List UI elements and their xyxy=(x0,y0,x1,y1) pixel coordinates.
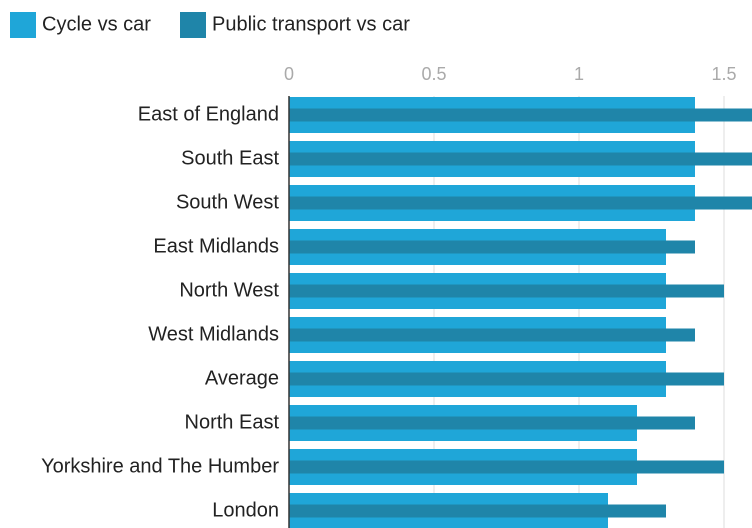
category-label: Average xyxy=(205,367,279,389)
category-label: South East xyxy=(181,147,279,169)
category-label: East of England xyxy=(138,103,279,125)
transport-bar xyxy=(289,152,752,166)
transport-bar xyxy=(289,108,752,122)
category-label: West Midlands xyxy=(148,323,279,345)
category-label: East Midlands xyxy=(153,235,279,257)
legend-swatch xyxy=(10,12,36,38)
legend-label: Cycle vs car xyxy=(42,13,151,35)
category-label: North East xyxy=(185,411,280,433)
transport-bar xyxy=(289,416,695,430)
x-tick-label: 1.5 xyxy=(711,64,736,84)
legend-label: Public transport vs car xyxy=(212,13,410,35)
x-tick-label: 0 xyxy=(284,64,294,84)
transport-bar xyxy=(289,504,666,518)
x-tick-label: 1 xyxy=(574,64,584,84)
legend-swatch xyxy=(180,12,206,38)
transport-bar xyxy=(289,196,752,210)
x-tick-label: 0.5 xyxy=(421,64,446,84)
transport-bar xyxy=(289,240,695,254)
transport-bar xyxy=(289,328,695,342)
category-label: Yorkshire and The Humber xyxy=(41,455,279,477)
category-label: South West xyxy=(176,191,279,213)
category-label: North West xyxy=(179,279,279,301)
transport-bar xyxy=(289,460,724,474)
transport-bar xyxy=(289,284,724,298)
category-label: London xyxy=(212,499,279,521)
transport-bar xyxy=(289,372,724,386)
